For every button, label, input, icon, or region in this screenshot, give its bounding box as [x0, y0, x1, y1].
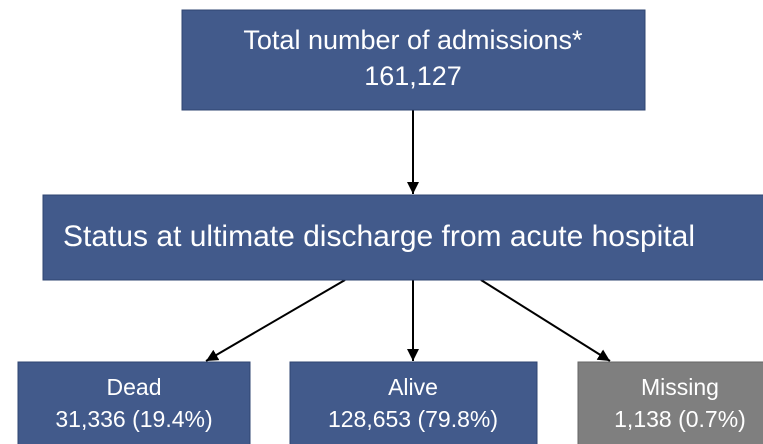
node-value: 1,138 (0.7%) — [614, 406, 746, 432]
node-label: Dead — [107, 374, 162, 400]
node-value: 31,336 (19.4%) — [55, 406, 212, 432]
node-label: Status at ultimate discharge from acute … — [63, 220, 695, 253]
node-dead — [17, 361, 251, 444]
node-status — [42, 194, 763, 281]
node-label: Total number of admissions* — [243, 25, 583, 55]
node-label: Missing — [641, 374, 719, 400]
node-total — [181, 9, 646, 111]
node-value: 161,127 — [364, 61, 462, 91]
node-missing — [577, 361, 763, 444]
node-alive — [289, 361, 538, 444]
node-label: Alive — [388, 374, 438, 400]
arrow — [205, 279, 346, 362]
node-value: 128,653 (79.8%) — [328, 406, 498, 432]
arrow — [480, 279, 611, 362]
